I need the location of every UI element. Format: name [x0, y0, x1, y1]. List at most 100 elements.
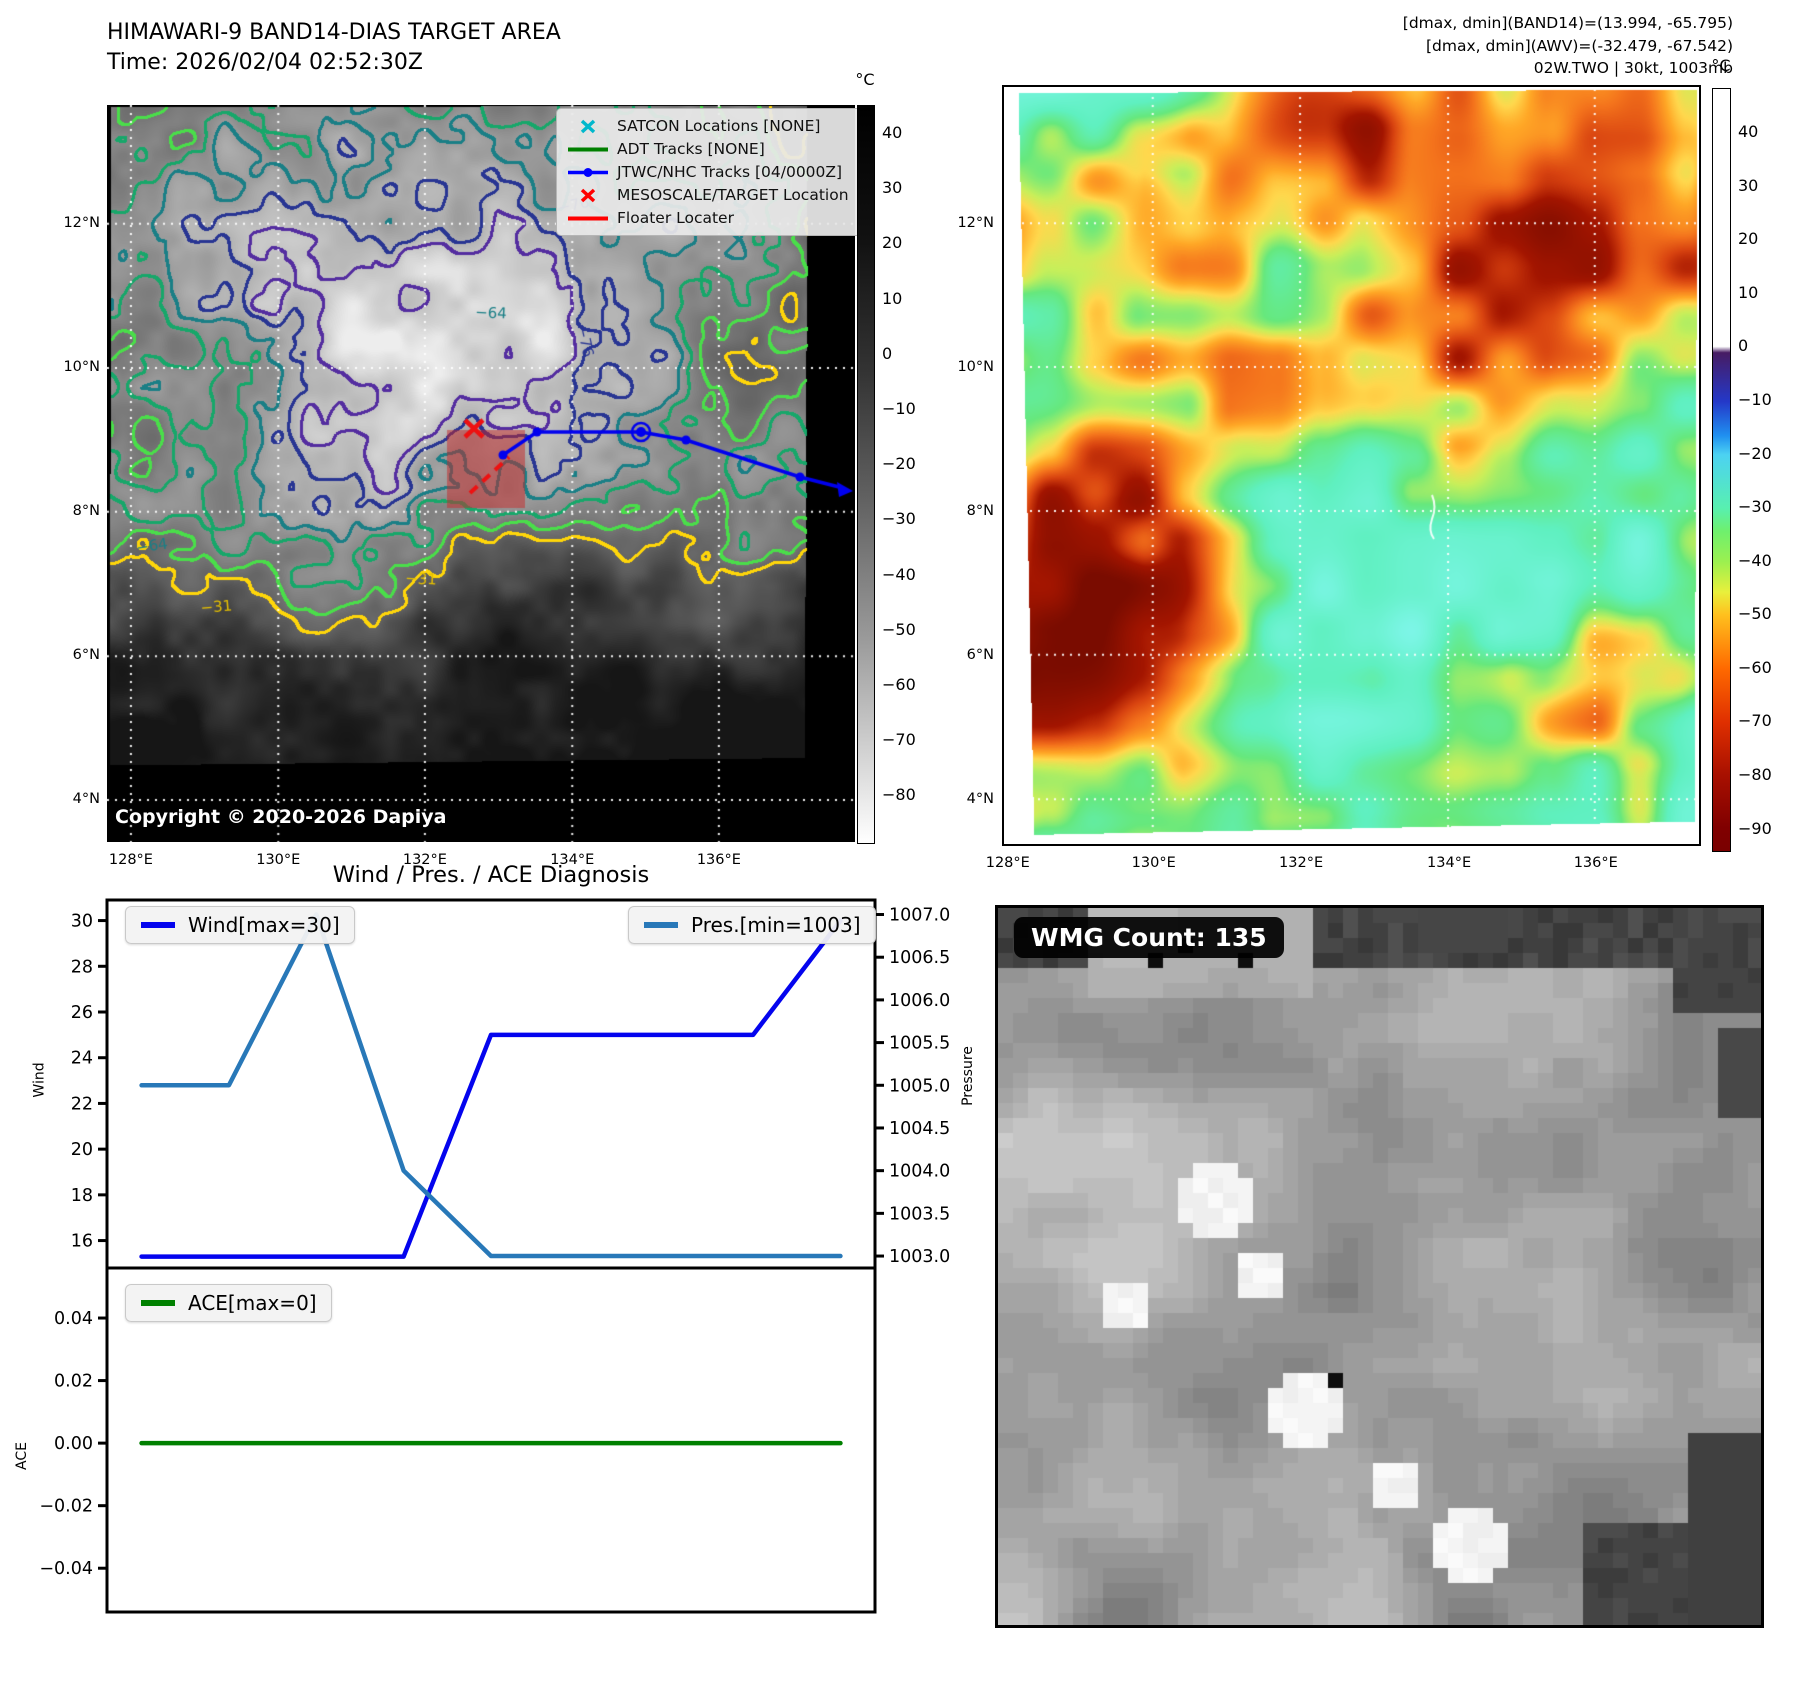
wmg-pixel-map	[995, 905, 1764, 1628]
series-line-wind	[139, 918, 843, 1259]
wind-axis-label: Wind	[31, 1062, 48, 1098]
y-tick-label: 18	[71, 1186, 93, 1206]
legend-item-label: MESOSCALE/TARGET Location	[617, 186, 849, 204]
legend-item-label: ADT Tracks [NONE]	[617, 140, 765, 158]
page-title: HIMAWARI-9 BAND14-DIAS TARGET AREA	[107, 20, 561, 45]
legend-item-label: SATCON Locations [NONE]	[617, 117, 821, 135]
pressure-axis-label: Pressure	[959, 1046, 976, 1106]
legend-line-icon	[141, 1300, 175, 1306]
y2-tick-label: 1005.5	[889, 1034, 950, 1054]
awv-lat-tick-label: 4°N	[966, 791, 994, 808]
map-legend: SATCON Locations [NONE] ADT Tracks [NONE]…	[556, 108, 868, 236]
awv-colorbar	[1712, 88, 1731, 852]
y-tick-label: 22	[71, 1094, 93, 1114]
y-tick-label: 26	[71, 1003, 93, 1023]
band14-colorbar-tick-label: −20	[882, 454, 916, 474]
awv-colorbar-tick-label: −60	[1738, 657, 1772, 677]
legend-line-icon	[644, 922, 678, 928]
band14-colorbar-tick-label: −70	[882, 730, 916, 750]
legend-item: JTWC/NHC Tracks [04/0000Z]	[566, 162, 858, 182]
awv-colorbar-tick-label: −70	[1738, 711, 1772, 731]
awv-lat-tick-label: 10°N	[957, 359, 994, 376]
awv-colorbar-unit: °C	[1711, 56, 1731, 75]
awv-lon-tick-label: 134°E	[1427, 855, 1472, 871]
awv-lon-tick-label: 136°E	[1573, 855, 1618, 871]
band14-lat-tick-label: 8°N	[72, 502, 100, 519]
legend-item-label: Floater Locater	[617, 209, 734, 227]
awv-lat-tick-label: 8°N	[966, 502, 994, 519]
awv-colorbar-tick-label: −30	[1738, 497, 1772, 517]
band14-lat-tick-label: 4°N	[72, 790, 100, 807]
band14-lon-tick-label: 134°E	[550, 852, 595, 868]
legend-item-label: JTWC/NHC Tracks [04/0000Z]	[617, 163, 843, 181]
band14-lon-tick-label: 136°E	[696, 852, 741, 868]
chart-frame	[105, 898, 877, 1270]
storm-id-intensity: 02W.TWO | 30kt, 1003mb	[1533, 59, 1733, 77]
band14-lon-tick-label: 132°E	[402, 852, 447, 868]
diagnosis-title: Wind / Pres. / ACE Diagnosis	[332, 862, 650, 888]
track-line-icon	[568, 147, 608, 151]
band14-lat-tick-label: 10°N	[63, 359, 100, 376]
awv-colorbar-tick-label: 0	[1738, 336, 1749, 356]
y-tick-label: 30	[71, 912, 93, 932]
band14-colorbar-tick-label: −50	[882, 619, 916, 639]
band14-dmax-dmin: [dmax, dmin](BAND14)=(13.994, -65.795)	[1402, 14, 1733, 32]
y2-tick-label: 1003.0	[889, 1247, 950, 1267]
x-marker-icon	[580, 119, 596, 133]
legend-line-icon	[141, 922, 175, 928]
awv-lon-tick-label: 128°E	[985, 855, 1030, 871]
wmg-count-badge: WMG Count: 135	[1014, 917, 1284, 958]
band14-colorbar-tick-label: 0	[882, 343, 893, 363]
y2-tick-label: 1006.0	[889, 991, 950, 1011]
ace-legend: ACE[max=0]	[125, 1284, 332, 1322]
chart-legend-label: Pres.[min=1003]	[691, 913, 861, 937]
band14-colorbar-unit: °C	[855, 70, 875, 89]
ace-axis-label: ACE	[13, 1442, 30, 1470]
awv-dmax-dmin: [dmax, dmin](AWV)=(-32.479, -67.542)	[1426, 36, 1733, 55]
y-tick-label: −0.02	[39, 1497, 93, 1517]
band14-lon-tick-label: 130°E	[256, 852, 301, 868]
awv-lon-tick-label: 130°E	[1131, 855, 1176, 871]
legend-item: ADT Tracks [NONE]	[566, 139, 858, 159]
band14-colorbar-tick-label: −40	[882, 564, 916, 584]
track-line-icon	[568, 216, 608, 220]
awv-lat-tick-label: 6°N	[966, 646, 994, 663]
y-tick-label: 0.02	[54, 1372, 93, 1392]
y-tick-label: 16	[71, 1232, 93, 1252]
awv-colorbar-tick-label: −80	[1738, 765, 1772, 785]
stats-header: [dmax, dmin](BAND14)=(13.994, -65.795) […	[1173, 12, 1733, 80]
timestamp: Time: 2026/02/04 02:52:30Z	[107, 50, 423, 75]
y-tick-label: −0.04	[39, 1559, 93, 1579]
band14-colorbar-tick-label: 20	[882, 233, 903, 253]
band14-colorbar-tick-label: 10	[882, 288, 903, 308]
x-marker-icon	[580, 188, 596, 202]
awv-lon-tick-label: 132°E	[1279, 855, 1324, 871]
band14-colorbar-tick-label: 40	[882, 123, 903, 142]
y-tick-label: 28	[71, 957, 93, 977]
awv-water-vapor-map	[1002, 85, 1701, 846]
awv-colorbar-tick-label: 40	[1738, 122, 1759, 142]
awv-colorbar-tick-label: 20	[1738, 229, 1759, 249]
y2-tick-label: 1004.5	[889, 1119, 950, 1139]
band14-colorbar-tick-label: −80	[882, 785, 916, 805]
awv-colorbar-tick-label: 30	[1738, 175, 1759, 195]
band14-lat-tick-label: 12°N	[63, 214, 100, 231]
awv-colorbar-tick-label: −10	[1738, 390, 1772, 410]
awv-colorbar-tick-label: 10	[1738, 282, 1759, 302]
y2-tick-label: 1004.0	[889, 1162, 950, 1182]
legend-item: Floater Locater	[566, 208, 858, 228]
pressure-legend: Pres.[min=1003]	[628, 906, 876, 944]
legend-item: SATCON Locations [NONE]	[566, 116, 858, 136]
awv-colorbar-tick-label: −40	[1738, 550, 1772, 570]
awv-lat-tick-label: 12°N	[957, 215, 994, 232]
awv-colorbar-tick-label: −20	[1738, 443, 1772, 463]
band14-colorbar-tick-label: 30	[882, 178, 903, 198]
y-tick-label: 0.00	[54, 1434, 93, 1454]
y2-tick-label: 1005.0	[889, 1076, 950, 1096]
band14-lon-tick-label: 128°E	[108, 852, 153, 868]
y2-tick-label: 1003.5	[889, 1204, 950, 1224]
wind-legend: Wind[max=30]	[125, 906, 355, 944]
awv-colorbar-tick-label: −90	[1738, 818, 1772, 838]
y-tick-label: 24	[71, 1049, 93, 1069]
